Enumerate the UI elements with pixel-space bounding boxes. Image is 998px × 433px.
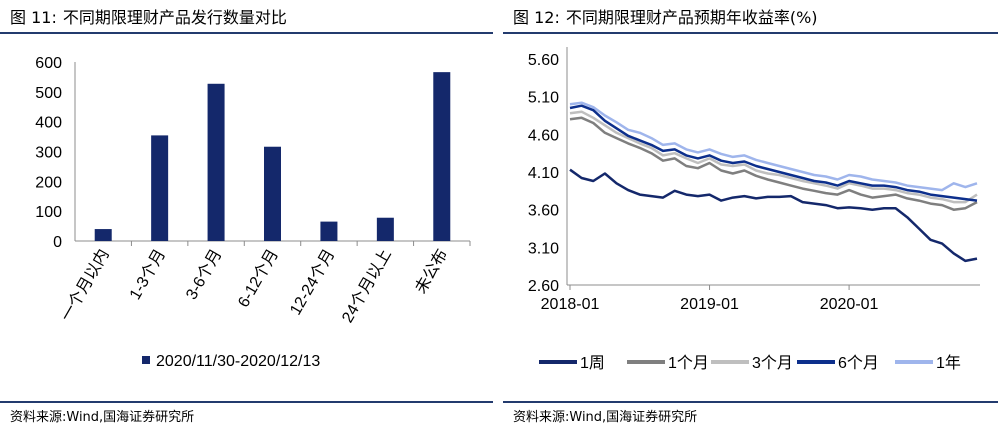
x-tick-label: 1-3个月 — [126, 246, 169, 303]
bar — [320, 221, 338, 241]
y-tick-label: 4.10 — [528, 165, 559, 182]
series-line-1 — [569, 168, 978, 263]
bottom-rule — [0, 401, 493, 403]
y-tick-label: 0 — [53, 234, 62, 251]
x-tick-label: 24个月以上 — [338, 246, 394, 326]
y-tick-label: 3.60 — [528, 203, 559, 220]
y-tick-label: 5.10 — [528, 90, 559, 107]
x-tick-label: 一个月以内 — [57, 246, 113, 324]
top-rule — [503, 32, 998, 34]
series-line-4 — [569, 104, 978, 202]
legend-label: 1周 — [580, 355, 605, 372]
figure-11-label: 图 11: — [10, 8, 57, 27]
figure-12-source: 资料来源:Wind,国海证券研究所 — [513, 410, 698, 425]
y-tick-label: 300 — [35, 145, 62, 162]
figure-12-panel: 图 12: 不同期限理财产品预期年收益率(%) 2.60 3.10 3.60 4.10 4… — [503, 0, 998, 433]
top-rule — [0, 32, 493, 34]
y-tick-label: 600 — [35, 55, 62, 72]
bottom-rule — [503, 401, 998, 403]
legend-label: 6个月 — [838, 354, 879, 372]
y-tick-label: 4.60 — [528, 127, 559, 144]
legend-label: 3个月 — [752, 354, 793, 372]
x-tick-label: 3-6个月 — [182, 246, 225, 303]
bar — [207, 83, 225, 241]
line-chart: 2.60 3.10 3.60 4.10 4.60 5.10 5.60 2018-01 2019-… — [528, 47, 980, 372]
y-tick-label: 3.10 — [528, 240, 559, 257]
x-tick-label: 12-24个月 — [286, 246, 338, 318]
figure-12-label: 图 12: — [513, 8, 560, 27]
figure-11-source: 资料来源:Wind,国海证券研究所 — [10, 410, 195, 425]
figure-11-title-text: 不同期限理财产品发行数量对比 — [62, 8, 287, 27]
x-tick-label: 2019-01 — [680, 296, 739, 313]
y-tick-label: 5.60 — [528, 52, 559, 69]
legend-label: 1个月 — [668, 354, 709, 372]
x-tick-label: 2020-01 — [820, 296, 879, 313]
bar — [151, 135, 169, 241]
x-tick-label: 6-12个月 — [234, 246, 282, 310]
figure-12-title-text: 不同期限理财产品预期年收益率(%) — [565, 8, 818, 27]
figure-11-panel: 图 11: 不同期限理财产品发行数量对比 0 100 200 300 400 500 600 一… — [0, 0, 493, 433]
series-line-5 — [569, 101, 978, 192]
series-line-2 — [569, 116, 978, 211]
series-line-3 — [569, 110, 978, 204]
legend-label: 2020/11/30-2020/12/13 — [156, 353, 320, 370]
bar — [376, 217, 394, 241]
x-tick-label: 未公布 — [412, 246, 452, 297]
y-tick-label: 200 — [35, 174, 62, 191]
figure-12-title: 图 12: 不同期限理财产品预期年收益率(%) — [513, 4, 818, 28]
bar — [264, 146, 281, 241]
y-tick-label: 400 — [35, 115, 62, 132]
y-tick-label: 100 — [35, 204, 62, 221]
y-tick-label: 500 — [35, 85, 62, 102]
legend-swatch — [142, 356, 150, 364]
bar — [94, 229, 112, 241]
y-tick-label: 2.60 — [528, 278, 559, 295]
figure-11-title: 图 11: 不同期限理财产品发行数量对比 — [10, 4, 287, 28]
x-tick-label: 2018-01 — [541, 296, 600, 313]
bar — [433, 72, 451, 241]
bar-chart: 0 100 200 300 400 500 600 一个月以内 1-3个月 3-6个月 6-12个月… — [35, 55, 471, 370]
legend-label: 1年 — [936, 354, 961, 372]
